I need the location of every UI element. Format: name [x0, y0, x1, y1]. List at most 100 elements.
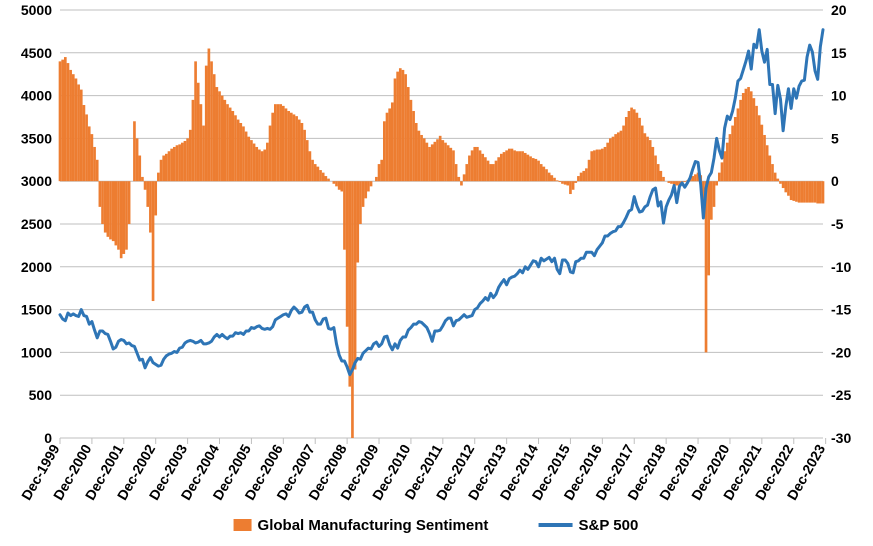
sentiment-bar [162, 156, 165, 182]
sentiment-bar [83, 105, 86, 181]
sentiment-bar [59, 61, 62, 181]
sentiment-bar [742, 93, 745, 181]
sentiment-bar [178, 144, 181, 181]
sentiment-bar [122, 181, 125, 254]
y-right-tick-label: -10 [831, 259, 851, 275]
sentiment-bar [173, 147, 176, 181]
sentiment-bar [473, 147, 476, 181]
sentiment-bar [136, 138, 139, 181]
sentiment-bar [649, 140, 652, 181]
sentiment-bar [593, 150, 596, 181]
sentiment-bar [96, 160, 99, 181]
sentiment-bar [500, 154, 503, 181]
sentiment-bar [415, 123, 418, 181]
sentiment-bar [261, 151, 264, 181]
sentiment-bar [545, 169, 548, 181]
sentiment-bar [290, 113, 293, 181]
sentiment-bar [99, 181, 102, 207]
sentiment-bar [776, 179, 779, 182]
sentiment-bar [601, 149, 604, 182]
sentiment-bar [282, 106, 285, 181]
sentiment-bar [325, 176, 328, 181]
sentiment-bar [194, 61, 197, 181]
sentiment-bar [423, 138, 426, 181]
sentiment-bar [157, 173, 160, 182]
sentiment-bar [141, 177, 144, 181]
sentiment-bar [660, 171, 663, 181]
sentiment-bar [675, 181, 678, 185]
sentiment-bar [412, 111, 415, 181]
sentiment-bar [529, 156, 532, 181]
sentiment-bar [718, 173, 721, 182]
sentiment-bar [779, 181, 782, 184]
sentiment-bar [168, 151, 171, 181]
sentiment-bar [750, 91, 753, 181]
y-left-tick-label: 3500 [21, 130, 52, 146]
sentiment-bar [521, 151, 524, 181]
sentiment-bar [707, 181, 710, 275]
sentiment-bar [524, 153, 527, 181]
sentiment-bar [604, 147, 607, 181]
sentiment-bar [216, 87, 219, 181]
sentiment-bar [513, 150, 516, 181]
sentiment-bar [285, 108, 288, 181]
y-right-tick-label: 5 [831, 130, 839, 146]
sentiment-bar [774, 173, 777, 182]
sentiment-bar [367, 181, 370, 191]
sentiment-bar [657, 164, 660, 181]
sentiment-bar [731, 126, 734, 182]
sentiment-bar [117, 181, 120, 249]
sentiment-bar [816, 181, 819, 203]
sentiment-bar [819, 181, 822, 203]
sentiment-bar [476, 147, 479, 181]
legend-label: S&P 500 [579, 517, 639, 534]
sentiment-bar [617, 132, 620, 181]
sentiment-bar [242, 126, 245, 181]
sentiment-bar [309, 151, 312, 181]
y-right-tick-label: -20 [831, 344, 851, 360]
sentiment-bar [551, 175, 554, 181]
sentiment-bar [630, 108, 633, 182]
sentiment-bar [107, 181, 110, 237]
sentiment-bar [208, 49, 211, 182]
sentiment-bar [306, 140, 309, 181]
sentiment-bar [205, 66, 208, 182]
sentiment-bar [120, 181, 123, 258]
sentiment-bar [434, 142, 437, 181]
sentiment-bar [314, 164, 317, 181]
y-left-tick-label: 2500 [21, 216, 52, 232]
sentiment-bar [638, 118, 641, 181]
y-left-tick-label: 4000 [21, 88, 52, 104]
sentiment-bar [263, 150, 266, 182]
sentiment-bar [184, 141, 187, 181]
sentiment-bar [426, 143, 429, 182]
sentiment-bar [713, 181, 716, 207]
sentiment-bar [250, 140, 253, 181]
sentiment-bar [431, 144, 434, 181]
y-right-tick-label: 10 [831, 88, 847, 104]
sentiment-bar [822, 181, 825, 203]
sentiment-bar [234, 115, 237, 181]
sentiment-bar [271, 113, 274, 181]
sentiment-bar [351, 181, 354, 438]
sentiment-bar [598, 150, 601, 182]
sentiment-bar [622, 126, 625, 182]
sentiment-bar [548, 173, 551, 182]
sentiment-bar [566, 181, 569, 185]
sentiment-bar [370, 181, 373, 186]
sentiment-bar [375, 177, 378, 181]
sentiment-bar [540, 164, 543, 181]
sentiment-bar [527, 155, 530, 182]
sentiment-bar [564, 181, 567, 184]
sentiment-bar [569, 181, 572, 194]
sentiment-bar [221, 96, 224, 182]
sentiment-bar [152, 181, 155, 301]
sentiment-bar [609, 138, 612, 181]
y-right-tick-label: 20 [831, 2, 847, 18]
sentiment-bar [383, 121, 386, 181]
sentiment-bar [197, 83, 200, 181]
sentiment-bar [481, 154, 484, 181]
sentiment-bar [386, 113, 389, 181]
sentiment-bar [532, 158, 535, 181]
sentiment-bar [606, 143, 609, 182]
